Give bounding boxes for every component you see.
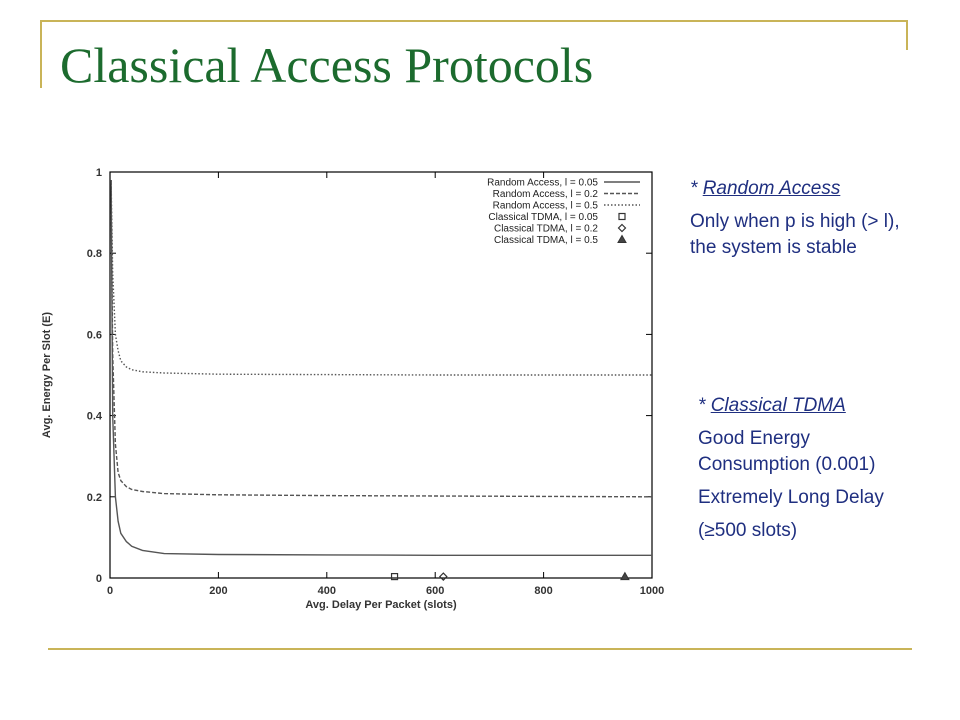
series-marker-5	[438, 572, 448, 581]
tdma-heading: * Classical TDMA	[698, 393, 923, 418]
y-tick-label: 0.8	[87, 248, 102, 260]
top-rule	[40, 20, 908, 22]
random-access-body: Only when p is high (> l), the system is…	[690, 211, 900, 258]
random-access-heading: * Random Access	[690, 176, 915, 201]
bottom-rule	[48, 648, 912, 650]
y-axis-label: Avg. Energy Per Slot (E)	[41, 312, 53, 438]
tdma-bullet: *	[698, 395, 711, 416]
tdma-line-2: Extremely Long Delay	[698, 486, 884, 508]
random-access-bullet: *	[690, 178, 703, 199]
random-access-note: * Random Access Only when p is high (> l…	[690, 176, 915, 268]
y-tick-label: 0	[96, 573, 102, 585]
series-line-1	[110, 180, 652, 556]
legend-label: Classical TDMA, l = 0.5	[494, 235, 598, 246]
x-tick-label: 0	[107, 585, 113, 597]
y-tick-label: 1	[96, 167, 102, 179]
right-rule	[906, 20, 908, 50]
legend-swatch	[618, 212, 626, 221]
x-tick-label: 800	[534, 585, 552, 597]
legend-label: Classical TDMA, l = 0.2	[494, 224, 598, 235]
series-marker-6	[620, 571, 630, 581]
x-tick-label: 200	[209, 585, 227, 597]
tdma-heading-text: Classical TDMA	[710, 395, 846, 416]
legend-swatch	[617, 223, 627, 233]
legend-label: Random Access, l = 0.2	[493, 189, 599, 200]
series-line-2	[110, 180, 653, 498]
tdma-line-3: (≥500 slots)	[698, 520, 798, 542]
tdma-line-1: Good Energy Consumption (0.001)	[698, 428, 876, 475]
y-tick-label: 0.4	[87, 411, 103, 423]
legend-swatch	[617, 234, 627, 243]
series-marker-4	[390, 572, 399, 581]
x-tick-label: 600	[426, 585, 444, 597]
x-axis-label: Avg. Delay Per Packet (slots)	[305, 599, 457, 611]
legend-label: Random Access, l = 0.5	[493, 201, 599, 212]
slide-title: Classical Access Protocols	[60, 37, 594, 93]
legend-label: Random Access, l = 0.05	[487, 178, 598, 189]
left-rule	[40, 20, 42, 88]
random-access-heading-text: Random Access	[702, 178, 841, 199]
legend-label: Classical TDMA, l = 0.05	[488, 212, 598, 223]
y-tick-label: 0.2	[87, 492, 102, 504]
energy-delay-chart: 0 200 400 600 800 1000 0 0.2 0.4 0.6 0.8 1 Avg. Dela…	[41, 167, 664, 611]
tdma-note: * Classical TDMA Good Energy Consumption…	[698, 393, 923, 551]
x-tick-label: 400	[318, 585, 336, 597]
x-tick-label: 1000	[640, 585, 664, 597]
y-tick-label: 0.6	[87, 329, 102, 341]
plot-frame	[109, 171, 653, 579]
